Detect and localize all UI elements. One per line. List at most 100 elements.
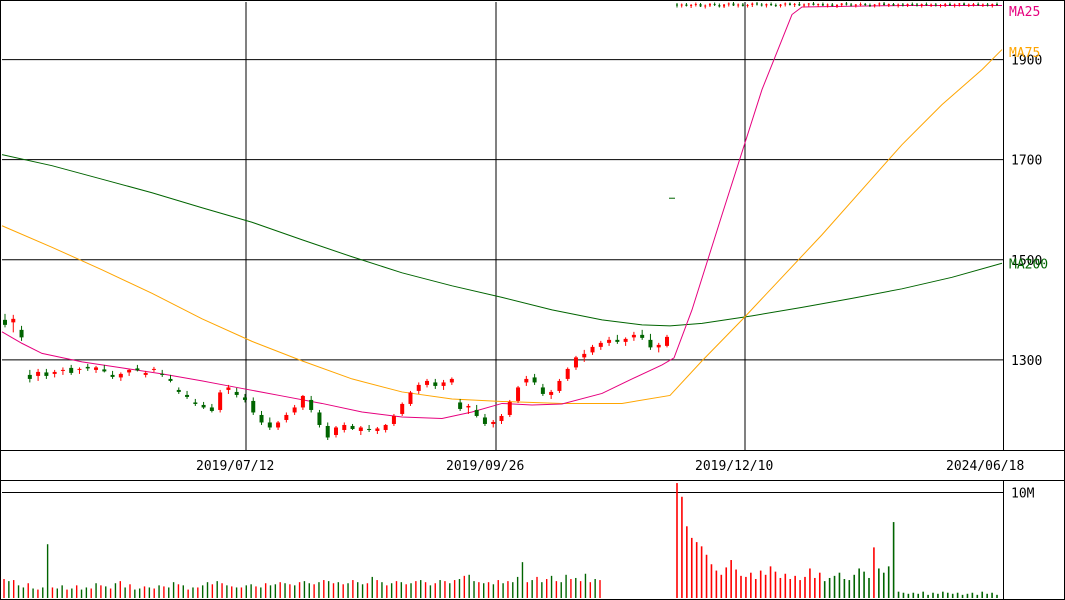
volume-bar [182, 585, 184, 598]
volume-bar [42, 587, 44, 598]
volume-bar [833, 575, 836, 598]
volume-bar [942, 591, 944, 598]
candle-down [892, 4, 895, 6]
candle-up [549, 391, 554, 395]
volume-bar [197, 587, 199, 598]
volume-bar [575, 577, 577, 598]
candle-up [793, 4, 796, 6]
candle-up [958, 3, 961, 5]
volume-bar [774, 571, 777, 598]
volume-bar [750, 572, 752, 598]
volume-series [3, 483, 998, 598]
ma25-label: MA25 [1009, 5, 1040, 20]
candle-down [458, 402, 463, 409]
candle-up [557, 380, 562, 391]
volume-bar [966, 593, 969, 598]
volume-bar [313, 584, 315, 598]
candle-down [850, 4, 853, 6]
volume-bar [814, 577, 816, 598]
volume-bar [516, 576, 519, 598]
volume-bar [187, 589, 189, 598]
candle-up [375, 428, 380, 431]
candle-up [300, 395, 305, 408]
volume-bar [868, 577, 870, 598]
candle-up [779, 4, 782, 7]
candle-up [334, 427, 338, 435]
moving-average-legend: MA25 MA75 MA200 [1009, 5, 1048, 272]
candle-up [854, 4, 857, 6]
volume-bar [61, 585, 63, 598]
volume-bar [507, 581, 509, 598]
candle-up [991, 4, 994, 6]
volume-bar [32, 588, 34, 598]
volume-bar [956, 592, 959, 598]
volume-bar [463, 575, 466, 598]
volume-bar [395, 581, 398, 598]
ma75-label: MA75 [1009, 46, 1040, 61]
candle-down [102, 369, 107, 372]
candle-up [972, 4, 975, 6]
volume-bar [439, 580, 441, 598]
volume-bar [143, 586, 146, 598]
volume-bar [971, 592, 974, 598]
volume-bar [400, 582, 403, 598]
volume-bar [410, 583, 412, 598]
volume-bar [579, 581, 582, 598]
volume-bar [502, 583, 504, 598]
candle-up [807, 3, 810, 5]
volume-bar [902, 592, 905, 598]
volume-bar [231, 586, 233, 598]
volume-bar [478, 582, 480, 598]
candle-up [680, 4, 683, 6]
volume-bar [497, 580, 499, 598]
volume-bar [269, 585, 272, 598]
volume-bar [917, 593, 920, 598]
volume-bar [937, 593, 939, 598]
candle-up [873, 4, 876, 6]
volume-bar [681, 496, 683, 598]
volume-bar [710, 564, 713, 598]
volume-bar [804, 576, 806, 598]
candle-up [694, 4, 697, 6]
candle-down [242, 397, 247, 400]
candle-down [350, 425, 355, 429]
volume-bar [381, 582, 383, 598]
candle-up [631, 334, 636, 338]
volume-bar [848, 580, 851, 598]
candle-down [648, 339, 653, 348]
volume-bar [444, 581, 446, 598]
volume-bar [449, 583, 451, 598]
volume-bar [976, 594, 979, 598]
volume-bar [700, 546, 703, 598]
candle-down [732, 3, 735, 6]
candle-up [77, 368, 82, 370]
volume-bar [415, 581, 417, 598]
candle-down [821, 4, 824, 6]
volume-bar [105, 586, 107, 598]
volume-bar [124, 587, 126, 598]
candle-up [981, 4, 984, 6]
volume-bar [487, 582, 490, 598]
candle-down [19, 329, 24, 338]
candle-up [836, 5, 838, 7]
candle-down [831, 4, 834, 7]
candle-up [590, 346, 595, 353]
volume-bar [789, 579, 792, 598]
candle-down [259, 414, 264, 423]
candle-up [573, 357, 578, 368]
candle-up [967, 4, 970, 6]
volume-bar [134, 589, 136, 598]
volume-bar [897, 591, 900, 598]
volume-bar [279, 582, 281, 598]
candle-down [317, 412, 322, 425]
volume-bar [119, 581, 121, 598]
volume-bar [211, 584, 214, 598]
candle-down [185, 394, 190, 397]
candle-down [251, 400, 256, 413]
candle-down [963, 3, 966, 6]
candle-up [449, 378, 454, 383]
volume-bar [769, 566, 772, 598]
volume-bar [201, 585, 204, 598]
volume-bar [725, 567, 728, 598]
volume-bar [555, 581, 558, 598]
